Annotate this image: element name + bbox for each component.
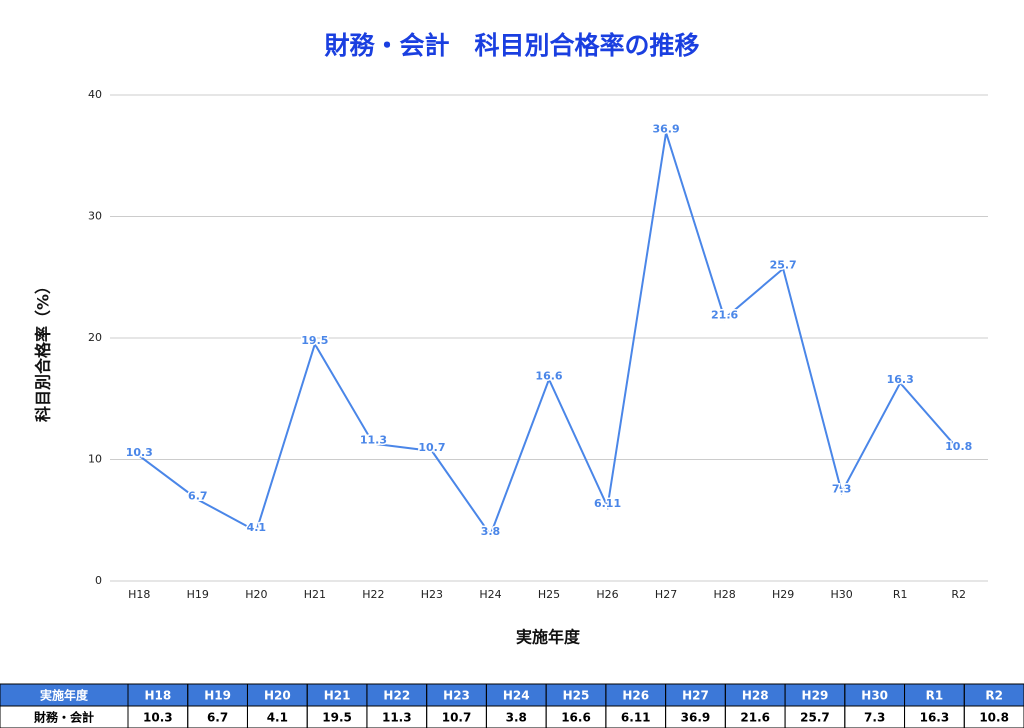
table-header: H22 — [383, 689, 410, 703]
table-row-bg — [0, 706, 1024, 728]
table-value: 36.9 — [681, 711, 711, 725]
table-header: H26 — [622, 689, 649, 703]
value-label: 7.3 — [832, 482, 852, 495]
x-tick-label: H26 — [596, 588, 618, 601]
table-header: H30 — [861, 689, 888, 703]
x-tick-label: R2 — [951, 588, 966, 601]
value-label: 6.7 — [188, 490, 208, 503]
x-tick-label: H25 — [538, 588, 560, 601]
x-tick-label: H22 — [362, 588, 384, 601]
table-value: 財務・会計 — [33, 710, 94, 725]
table-header: R2 — [985, 689, 1003, 703]
table-value: 10.3 — [143, 711, 173, 725]
y-tick-label: 20 — [88, 331, 102, 344]
table-header: H23 — [443, 689, 470, 703]
table-value: 6.7 — [207, 711, 228, 725]
table-value: 16.3 — [920, 711, 950, 725]
table-header: R1 — [926, 689, 944, 703]
table-value: 11.3 — [382, 711, 412, 725]
value-label: 16.3 — [887, 373, 914, 386]
value-label: 10.7 — [418, 441, 445, 454]
x-tick-label: H21 — [304, 588, 326, 601]
x-tick-label: H18 — [128, 588, 150, 601]
table-header: H19 — [204, 689, 231, 703]
table-header: H20 — [264, 689, 291, 703]
table-header: H27 — [682, 689, 709, 703]
table-value: 7.3 — [864, 711, 885, 725]
table-value: 3.8 — [506, 711, 527, 725]
x-tick-label: H19 — [187, 588, 209, 601]
table-header-bg — [0, 684, 1024, 706]
value-label: 4.1 — [247, 521, 267, 534]
x-tick-label: H24 — [479, 588, 501, 601]
value-label: 11.3 — [360, 434, 387, 447]
y-tick-label: 10 — [88, 453, 102, 466]
y-tick-label: 30 — [88, 210, 102, 223]
x-tick-label: H20 — [245, 588, 267, 601]
table-header: 実施年度 — [40, 688, 89, 703]
table-value: 16.6 — [561, 711, 591, 725]
y-axis-label: 科目別合格率（%） — [34, 278, 53, 422]
y-tick-label: 0 — [95, 574, 102, 587]
value-label: 6.11 — [594, 497, 621, 510]
table-value: 19.5 — [322, 711, 352, 725]
value-label: 21.6 — [711, 309, 738, 322]
table-header: H28 — [742, 689, 769, 703]
x-tick-label: H23 — [421, 588, 443, 601]
table-value: 21.6 — [740, 711, 770, 725]
chart-title: 財務・会計 科目別合格率の推移 — [324, 31, 699, 60]
data-line — [138, 132, 960, 537]
table-value: 4.1 — [267, 711, 288, 725]
table-value: 10.8 — [979, 711, 1009, 725]
table-value: 10.7 — [442, 711, 472, 725]
x-tick-label: H29 — [772, 588, 794, 601]
value-label: 3.8 — [481, 525, 501, 538]
value-label: 19.5 — [301, 334, 328, 347]
table-header: H29 — [802, 689, 829, 703]
y-tick-label: 40 — [88, 88, 102, 101]
value-label: 10.8 — [945, 440, 972, 453]
x-tick-label: H28 — [713, 588, 735, 601]
table-header: H24 — [503, 689, 530, 703]
table-header: H18 — [144, 689, 171, 703]
x-axis-label: 実施年度 — [516, 628, 581, 647]
value-label: 36.9 — [652, 123, 679, 136]
value-label: 25.7 — [770, 259, 797, 272]
x-tick-label: R1 — [893, 588, 908, 601]
x-tick-label: H30 — [831, 588, 853, 601]
value-label: 10.3 — [126, 446, 153, 459]
table-value: 6.11 — [621, 711, 651, 725]
table-header: H21 — [324, 689, 351, 703]
value-label: 16.6 — [535, 369, 562, 382]
table-value: 25.7 — [800, 711, 830, 725]
table-header: H25 — [563, 689, 590, 703]
x-tick-label: H27 — [655, 588, 677, 601]
